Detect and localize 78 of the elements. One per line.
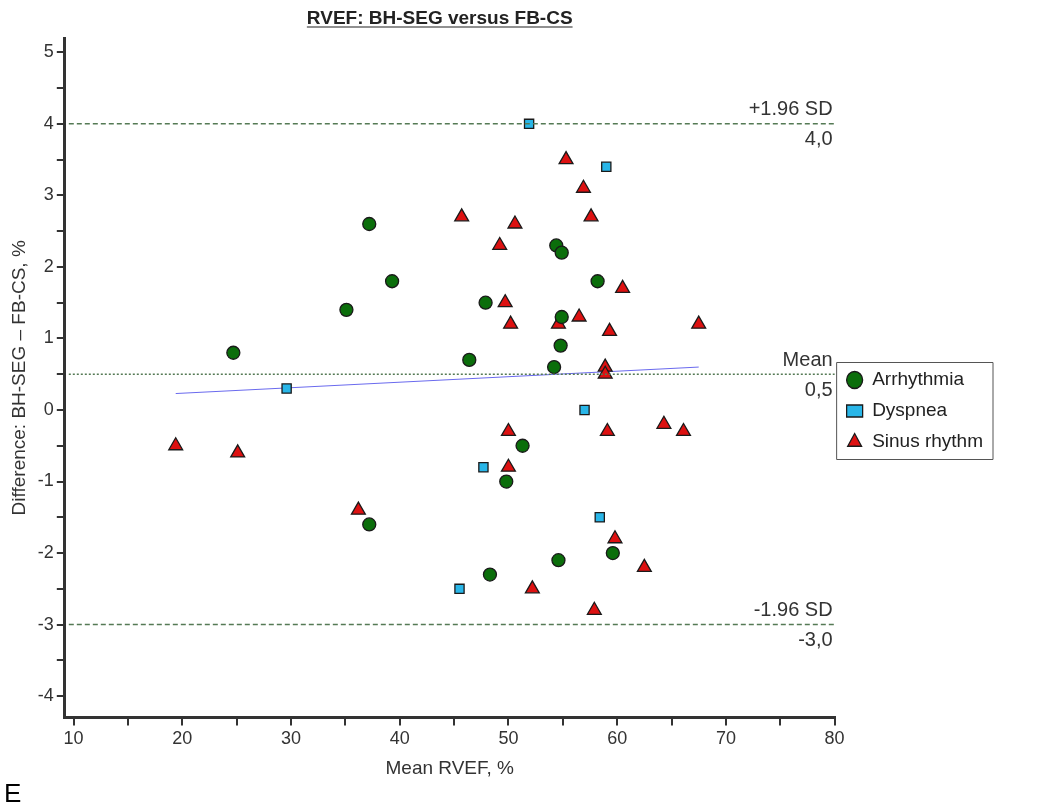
y-tick-label: 4	[43, 112, 54, 133]
y-tick-label: -4	[37, 685, 54, 706]
point	[478, 295, 493, 310]
point	[586, 601, 602, 615]
ref-line-label: +1.96 SD	[748, 97, 833, 120]
point	[500, 422, 517, 437]
point	[462, 352, 477, 368]
point	[500, 458, 517, 472]
x-tick-label: 10	[63, 728, 84, 749]
point	[554, 309, 569, 325]
point	[362, 517, 377, 532]
point	[558, 150, 574, 165]
x-tick-label: 70	[715, 728, 736, 749]
point	[607, 530, 623, 544]
point	[615, 279, 631, 294]
point	[546, 359, 562, 375]
y-tick-label: -1	[37, 470, 54, 491]
point	[454, 208, 470, 222]
point	[492, 236, 508, 251]
point	[691, 315, 707, 329]
point	[599, 422, 615, 437]
point	[230, 444, 246, 458]
text: E	[4, 778, 22, 804]
y-tick-label: 2	[43, 255, 54, 276]
annotation: 0,5	[804, 377, 833, 400]
point	[362, 216, 377, 232]
point	[594, 512, 606, 523]
point	[454, 583, 465, 595]
y-axis-title: Difference: BH-SEG – FB-CS, %	[7, 240, 29, 516]
point	[503, 315, 519, 329]
point	[601, 322, 618, 336]
x-tick-label: 20	[172, 728, 193, 749]
point	[590, 274, 605, 289]
point	[575, 179, 592, 193]
point	[515, 438, 530, 453]
y-tick-label: -2	[37, 542, 54, 563]
legend-label: Arrhythmia	[872, 368, 965, 390]
point	[507, 215, 523, 229]
point	[553, 338, 568, 353]
x-tick-label: 30	[280, 728, 301, 749]
point	[571, 308, 587, 322]
point	[384, 274, 400, 289]
annotation: 4,0	[804, 127, 833, 150]
x-tick-label: 50	[498, 728, 519, 749]
point	[226, 345, 241, 360]
y-tick-label: -3	[37, 613, 54, 634]
point	[478, 461, 489, 473]
ref-line-label: Mean	[782, 347, 833, 370]
y-tick-label: 3	[43, 184, 54, 205]
x-tick-label: 80	[824, 728, 845, 749]
point	[524, 580, 540, 594]
y-tick-label: 0	[43, 398, 54, 419]
y-tick-label: 5	[43, 41, 54, 62]
point	[554, 245, 569, 260]
chart-title: RVEF: BH-SEG versus FB-CS	[306, 7, 573, 28]
point	[675, 422, 692, 437]
point	[601, 161, 612, 173]
point	[583, 208, 599, 222]
point	[350, 501, 366, 515]
annotation: -3,0	[798, 628, 833, 651]
point	[482, 567, 498, 582]
point	[499, 474, 514, 489]
x-axis-title: Mean RVEF, %	[385, 756, 515, 778]
point	[168, 437, 184, 451]
legend-label: Sinus rhythm	[872, 430, 983, 452]
point	[636, 558, 652, 573]
point	[579, 404, 590, 416]
legend-label: Dyspnea	[872, 399, 948, 421]
y-tick-label: 1	[43, 327, 54, 348]
point	[551, 553, 566, 568]
point	[497, 294, 513, 308]
ref-line-label: -1.96 SD	[753, 598, 833, 621]
point	[339, 302, 354, 317]
point	[281, 383, 292, 394]
x-tick-label: 60	[607, 728, 628, 749]
point	[605, 545, 620, 561]
point	[656, 415, 672, 429]
x-tick-label: 40	[389, 728, 410, 749]
